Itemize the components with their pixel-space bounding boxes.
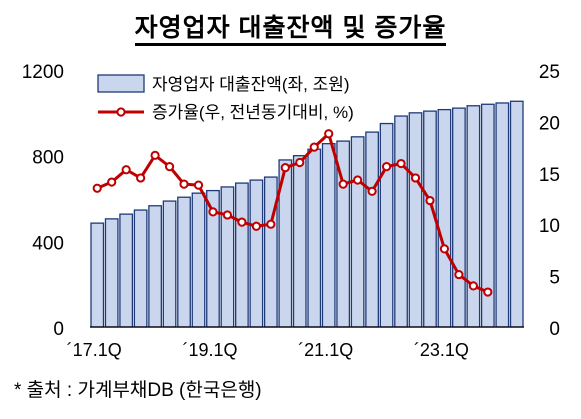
bar <box>104 218 119 328</box>
growth-point <box>425 195 435 206</box>
y-right-tick-label: 10 <box>539 216 560 237</box>
growth-point <box>353 175 363 185</box>
legend-swatch-bar <box>97 74 145 93</box>
bar <box>452 107 466 328</box>
bar <box>263 176 278 328</box>
y-left-tick-label: 0 <box>53 319 64 340</box>
growth-point <box>237 217 247 227</box>
growth-point <box>338 179 348 189</box>
x-tick-label: ´17.1Q <box>67 340 122 360</box>
bar <box>235 182 249 328</box>
source-note: * 출처 : 가계부채DB (한국은행) <box>14 380 262 401</box>
legend-swatch-marker <box>116 107 126 117</box>
x-tick-label: ´23.1Q <box>414 340 469 360</box>
bar <box>90 222 105 328</box>
growth-point <box>439 244 450 254</box>
x-tick-label: ´21.1Q <box>298 340 353 360</box>
y-right-tick-label: 0 <box>549 319 560 340</box>
bar <box>466 105 481 328</box>
growth-point <box>121 165 131 175</box>
bar <box>148 205 162 328</box>
growth-point <box>150 150 160 160</box>
legend: 자영업자 대출잔액(좌, 조원) 증가율(우, 전년동기대비, %) <box>97 74 354 122</box>
growth-point <box>483 287 493 297</box>
legend-label-line: 증가율(우, 전년동기대비, %) <box>152 103 354 122</box>
bar <box>495 102 510 328</box>
bars-group <box>90 100 524 328</box>
y-left-tick-label: 1200 <box>22 62 64 83</box>
growth-point <box>222 210 233 220</box>
bar <box>162 200 177 328</box>
bar <box>365 131 379 328</box>
growth-point <box>324 129 334 139</box>
growth-point <box>107 177 117 187</box>
y-right-tick-label: 25 <box>539 62 560 83</box>
growth-point <box>251 221 261 231</box>
axes-group: 0 400 800 1200 0 5 10 15 20 25 ´17.1Q ´19.1Q ´21.1Q ´… <box>22 62 560 360</box>
bar <box>220 186 235 328</box>
growth-point <box>396 158 406 169</box>
bar <box>321 143 336 328</box>
bar <box>249 179 264 328</box>
bar <box>408 112 423 328</box>
growth-point <box>309 142 319 152</box>
bar <box>307 148 322 328</box>
growth-point <box>266 219 276 229</box>
growth-point <box>295 157 305 168</box>
growth-point <box>367 186 377 196</box>
line-group <box>92 129 493 297</box>
growth-point <box>468 281 478 291</box>
bar <box>292 155 307 328</box>
legend-label-bar: 자영업자 대출잔액(좌, 조원) <box>152 75 350 94</box>
growth-point <box>164 162 175 172</box>
growth-point <box>179 179 189 189</box>
x-tick-label: ´19.1Q <box>182 340 237 360</box>
growth-point <box>136 173 146 183</box>
chart-title: 자영업자 대출잔액 및 증가율 <box>0 8 581 46</box>
growth-point <box>193 180 204 190</box>
y-right-tick-label: 15 <box>539 165 560 186</box>
bar <box>379 122 394 328</box>
growth-point <box>280 163 290 173</box>
bar <box>119 213 134 328</box>
y-right-tick-label: 5 <box>549 268 560 289</box>
bar <box>191 192 206 328</box>
growth-point <box>208 207 218 217</box>
bar <box>509 100 524 328</box>
growth-point <box>410 173 421 183</box>
bar <box>437 108 452 328</box>
bar <box>133 209 148 328</box>
y-right-tick-label: 20 <box>539 113 560 134</box>
growth-point <box>381 162 392 172</box>
y-left-tick-label: 800 <box>32 148 64 169</box>
bar <box>177 196 191 328</box>
growth-point <box>454 269 464 280</box>
growth-point <box>92 183 102 193</box>
y-left-tick-label: 400 <box>32 233 64 254</box>
bar <box>394 115 408 328</box>
growth-line <box>96 132 489 294</box>
bar <box>350 136 365 328</box>
